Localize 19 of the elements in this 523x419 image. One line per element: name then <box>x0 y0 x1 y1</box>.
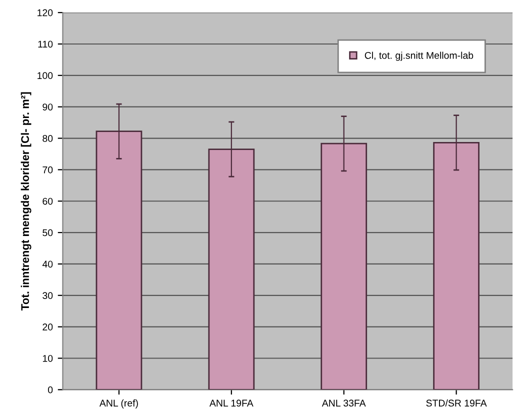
legend-label: Cl, tot. gj.snitt Mellom-lab <box>364 52 474 61</box>
y-tick-label: 80 <box>42 135 53 142</box>
y-axis-title: Tot. inntrengt mengde klorider [Cl- pr. m²] <box>20 92 32 310</box>
y-tick-label: 30 <box>42 292 53 300</box>
x-tick-label: ANL 19FA <box>209 400 254 407</box>
y-tick-label: 40 <box>42 260 53 268</box>
x-tick-label: STD/SR 19FA <box>426 399 487 407</box>
y-tick-label: 10 <box>42 354 53 362</box>
y-tick-label: 50 <box>42 229 53 236</box>
x-tick-label: ANL 33FA <box>322 400 366 407</box>
y-tick-label: 20 <box>42 324 53 330</box>
y-tick-label: 100 <box>38 72 53 80</box>
y-tick-label: 110 <box>38 40 53 48</box>
y-tick-label: 70 <box>42 166 53 174</box>
y-tick-label: 0 <box>48 386 53 394</box>
y-tick-label: 60 <box>42 198 53 205</box>
x-tick-label: ANL (ref) <box>99 399 138 408</box>
y-tick-label: 120 <box>38 9 53 16</box>
y-tick-label: 90 <box>42 104 53 110</box>
